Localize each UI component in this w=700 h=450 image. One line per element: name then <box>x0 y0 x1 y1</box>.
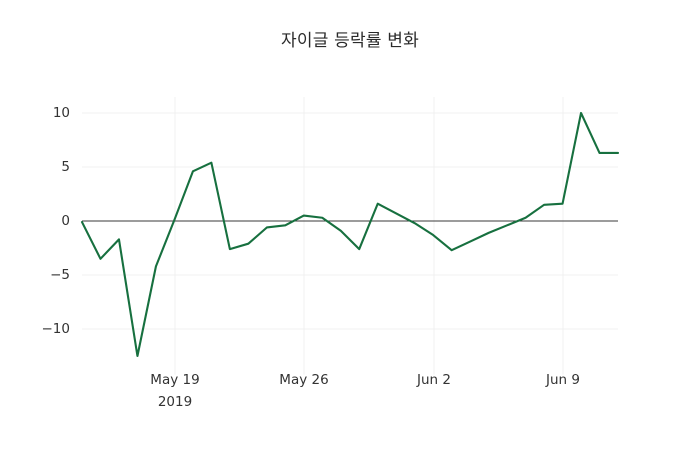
gridlines-group <box>82 96 618 375</box>
y-axis-tick-labels: 10 5 0 −5 −10 <box>42 105 71 337</box>
x-axis-tick-label: May 26 <box>279 372 328 388</box>
x-axis-tick-labels: May 19 2019 May 26 Jun 2 Jun 9 <box>150 372 580 410</box>
x-axis-year-label: 2019 <box>158 394 192 410</box>
data-series-line <box>80 111 620 358</box>
x-axis-tick-label: May 19 <box>150 372 199 388</box>
y-axis-tick-label: −5 <box>50 267 70 283</box>
y-axis-tick-label: −10 <box>42 321 71 337</box>
chart-title: 자이글 등락률 변화 <box>281 31 419 51</box>
y-axis-tick-label: 0 <box>61 213 70 229</box>
x-axis-tick-label: Jun 2 <box>416 372 451 388</box>
y-axis-tick-label: 10 <box>53 105 70 121</box>
x-axis-tick-label: Jun 9 <box>545 372 580 388</box>
y-axis-tick-label: 5 <box>61 159 70 175</box>
